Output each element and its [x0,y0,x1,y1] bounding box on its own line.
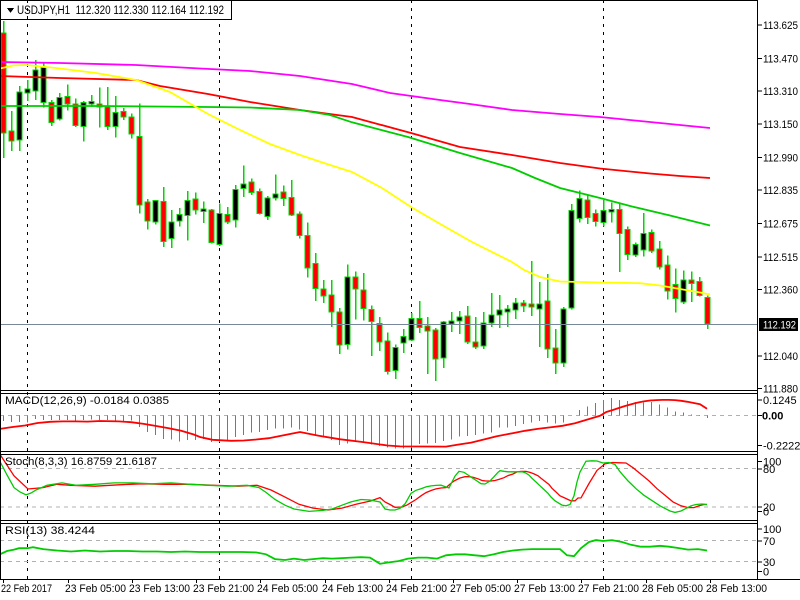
svg-text:USDJPY,H1 112.320 112.330 112: USDJPY,H1 112.320 112.330 112.164 112.19… [17,5,224,17]
svg-text:RSI(13) 38.4244: RSI(13) 38.4244 [5,525,95,537]
svg-text:113.310: 113.310 [763,86,798,98]
svg-text:112.835: 112.835 [763,185,798,197]
svg-text:24 Feb 21:00: 24 Feb 21:00 [386,583,447,595]
svg-text:24 Feb 05:00: 24 Feb 05:00 [257,583,318,595]
svg-text:112.192: 112.192 [763,320,796,332]
svg-text:20: 20 [763,502,775,514]
svg-text:112.990: 112.990 [763,153,798,165]
svg-text:Stoch(8,3,3) 16.8759 21.6187: Stoch(8,3,3) 16.8759 21.6187 [5,456,157,468]
svg-text:28 Feb 05:00: 28 Feb 05:00 [642,583,703,595]
svg-text:0: 0 [763,507,769,519]
svg-text:100: 100 [763,524,781,536]
svg-text:111.880: 111.880 [763,384,798,396]
svg-text:112.360: 112.360 [763,284,798,296]
svg-text:28 Feb 13:00: 28 Feb 13:00 [706,583,767,595]
svg-text:30: 30 [763,557,775,569]
svg-text:23 Feb 21:00: 23 Feb 21:00 [193,583,254,595]
svg-text:112.040: 112.040 [763,351,798,363]
svg-text:113.470: 113.470 [763,54,798,66]
svg-text:23 Feb 13:00: 23 Feb 13:00 [129,583,190,595]
svg-text:22 Feb 2017: 22 Feb 2017 [1,583,52,595]
svg-text:0.1245: 0.1245 [763,395,797,407]
svg-text:113.625: 113.625 [763,20,798,32]
svg-text:27 Feb 13:00: 27 Feb 13:00 [514,583,575,595]
svg-text:27 Feb 21:00: 27 Feb 21:00 [578,583,639,595]
svg-text:113.150: 113.150 [763,119,798,131]
svg-text:80: 80 [763,464,775,476]
svg-text:MACD(12,26,9) -0.0184 0.0385: MACD(12,26,9) -0.0184 0.0385 [5,395,169,407]
svg-text:100: 100 [763,457,781,469]
svg-text:27 Feb 05:00: 27 Feb 05:00 [450,583,511,595]
svg-text:112.515: 112.515 [763,252,798,264]
svg-text:112.675: 112.675 [763,219,798,231]
svg-text:-0.2222: -0.2222 [763,440,800,452]
svg-text:0.00: 0.00 [762,410,783,422]
svg-text:24 Feb 13:00: 24 Feb 13:00 [322,583,383,595]
svg-text:70: 70 [763,536,775,548]
svg-text:23 Feb 05:00: 23 Feb 05:00 [65,583,126,595]
svg-text:0: 0 [763,567,769,579]
